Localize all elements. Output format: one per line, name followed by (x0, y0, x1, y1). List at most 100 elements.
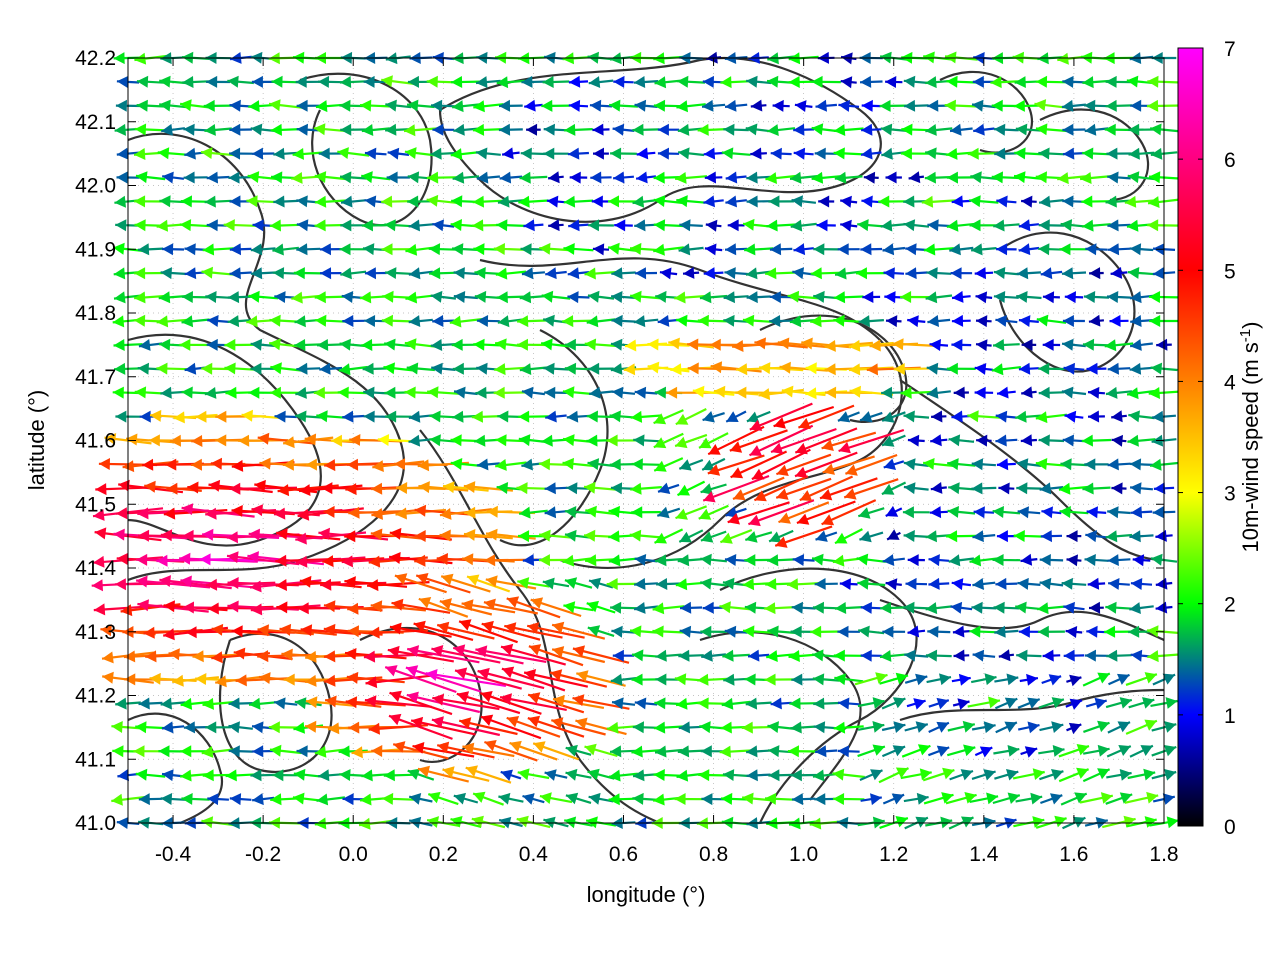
wind-vector-head (159, 575, 171, 587)
wind-vector (1014, 147, 1044, 160)
wind-vector-head (368, 626, 380, 639)
wind-vector (778, 501, 830, 524)
wind-vector (834, 171, 863, 184)
wind-vector (439, 529, 493, 542)
wind-vector (1060, 792, 1088, 806)
wind-vector-head (709, 338, 721, 351)
wind-vector (551, 621, 606, 640)
wind-vector-head (923, 51, 935, 64)
wind-vector-head (975, 291, 988, 304)
wind-vector-head (250, 362, 262, 375)
wind-vector-head (768, 745, 780, 758)
wind-vector-head (745, 123, 758, 136)
wind-vector-head (748, 649, 760, 662)
wind-vector-head (1150, 147, 1163, 160)
wind-vector-head (921, 195, 934, 208)
wind-vector-head (683, 267, 695, 279)
wind-vector-head (305, 720, 317, 733)
wind-vector-head (992, 554, 1004, 566)
wind-vector-head (697, 314, 709, 327)
wind-vector-head (1014, 171, 1026, 184)
wind-vector-head (678, 147, 690, 160)
wind-vector (1062, 147, 1085, 160)
wind-vector-head (1097, 672, 1110, 684)
wind-vector-head (792, 554, 805, 566)
wind-vector-head (746, 769, 758, 782)
wind-vector (564, 123, 593, 136)
wind-vector-head (426, 75, 438, 88)
wind-vector-head (138, 529, 150, 542)
wind-vector (613, 75, 634, 88)
wind-vector-head (1107, 219, 1119, 232)
wind-vector (405, 291, 437, 304)
wind-vector (314, 195, 347, 208)
wind-vector-head (722, 577, 735, 590)
wind-vector-head (252, 721, 264, 734)
wind-vector-head (676, 697, 688, 710)
wind-vector (610, 673, 637, 686)
wind-vector (927, 219, 951, 232)
wind-vector (495, 434, 527, 447)
wind-vector-head (700, 531, 714, 543)
wind-vector (385, 99, 412, 112)
wind-vector-head (1088, 314, 1101, 327)
wind-vector-head (1130, 506, 1143, 519)
wind-vector-shaft (749, 424, 814, 457)
wind-vector-head (364, 195, 377, 208)
wind-vector-head (248, 386, 260, 399)
wind-vector-head (117, 769, 129, 782)
wind-vector-head (1004, 697, 1018, 709)
wind-vector (250, 338, 276, 351)
wind-vector (703, 267, 724, 280)
wind-vector-head (471, 815, 484, 828)
wind-vector-head (304, 433, 317, 446)
wind-vector-head (414, 554, 426, 567)
wind-vector (944, 51, 978, 64)
wind-vector-head (184, 267, 197, 280)
wind-vector (161, 721, 185, 734)
wind-vector-head (408, 219, 420, 232)
wind-vector (1038, 147, 1065, 160)
wind-vector-head (1051, 697, 1064, 709)
wind-vector (293, 267, 323, 280)
wind-vector (159, 75, 187, 88)
wind-vector-head (1107, 506, 1119, 519)
wind-vector-head (983, 769, 996, 781)
wind-vector (568, 75, 589, 88)
wind-vector-head (1104, 123, 1116, 136)
wind-vector-head (364, 147, 377, 160)
wind-vector (406, 99, 435, 112)
wind-vector-head (318, 75, 330, 88)
wind-vector (998, 649, 1015, 662)
wind-vector (1107, 506, 1131, 519)
wind-vector (417, 765, 469, 783)
colorbar-tick-label: 2 (1224, 594, 1236, 617)
wind-vector-head (815, 745, 827, 758)
wind-vector-head (295, 532, 307, 545)
wind-vector-head (493, 386, 505, 399)
wind-vector (631, 649, 661, 662)
wind-vector-head (324, 674, 336, 687)
wind-vector-head (202, 697, 214, 710)
wind-vector (389, 622, 452, 638)
wind-vector-head (900, 147, 912, 160)
wind-vector-head (567, 291, 579, 304)
y-tick-label: 41.4 (75, 557, 116, 580)
wind-vector (384, 665, 457, 694)
x-tick-label: 0.0 (339, 843, 368, 866)
wind-vector (633, 315, 659, 328)
wind-vector-head (1051, 769, 1064, 781)
wind-vector-head (947, 458, 959, 471)
wind-vector-head (587, 290, 600, 303)
wind-vector (1129, 530, 1154, 543)
wind-vector (590, 171, 612, 184)
wind-vector (1079, 172, 1113, 184)
wind-vector-head (156, 219, 168, 232)
wind-vector-head (677, 75, 689, 88)
wind-vector (611, 386, 636, 399)
wind-vector-head (550, 669, 563, 681)
wind-vector-head (707, 464, 721, 476)
wind-vector-head (527, 715, 541, 728)
wind-vector-head (770, 147, 782, 160)
wind-vector-head (812, 601, 824, 614)
